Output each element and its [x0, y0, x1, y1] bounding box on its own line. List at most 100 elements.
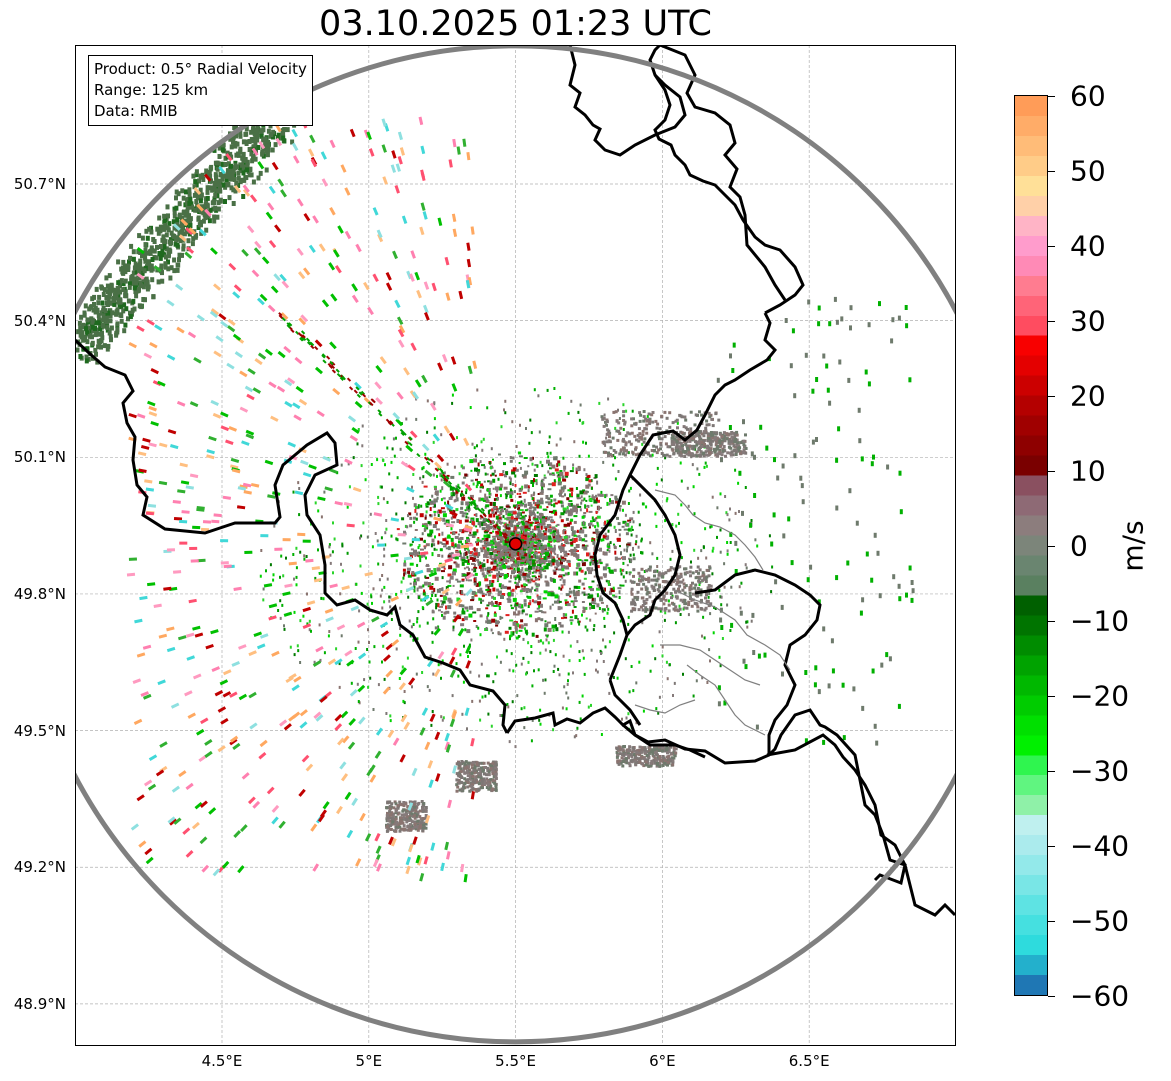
echo-pixel — [517, 501, 521, 505]
echo-pixel — [586, 508, 589, 513]
echo-pixel — [591, 597, 594, 601]
echo-pixel — [617, 587, 622, 590]
echo-pixel — [319, 658, 322, 662]
echo-pixel — [494, 768, 498, 772]
echo-pixel — [436, 510, 439, 514]
echo-pixel — [515, 468, 519, 472]
echo-pixel — [470, 638, 473, 642]
echo-pixel — [411, 685, 413, 689]
echo-pixel — [435, 548, 438, 551]
echo-pixel — [491, 510, 495, 514]
echo-pixel — [536, 504, 540, 509]
echo-pixel — [471, 563, 475, 565]
echo-pixel — [586, 567, 591, 572]
echo-pixel — [724, 454, 727, 458]
echo-pixel — [700, 441, 704, 445]
echo-pixel — [632, 553, 635, 557]
echo-pixel — [632, 580, 636, 584]
echo-pixel — [473, 620, 477, 622]
echo-pixel — [658, 695, 661, 699]
echo-pixel — [393, 820, 397, 824]
echo-pixel — [432, 473, 435, 477]
echo-pixel — [738, 510, 740, 513]
echo-pixel — [510, 498, 514, 502]
echo-pixel — [628, 690, 631, 694]
echo-pixel — [646, 590, 650, 594]
echo-pixel — [540, 480, 543, 483]
echo-pixel — [469, 557, 474, 560]
echo-pixel — [440, 478, 443, 482]
echo-pixel — [673, 437, 677, 441]
echo-pixel — [707, 411, 711, 415]
echo-pixel — [514, 565, 519, 568]
echo-pixel — [412, 638, 415, 642]
echo-pixel — [529, 552, 532, 555]
echo-pixel — [702, 451, 706, 455]
echo-pixel — [640, 755, 644, 759]
echo-pixel — [653, 588, 657, 592]
echo-pixel — [395, 592, 398, 596]
echo-pixel — [483, 559, 485, 562]
echo-pixel — [489, 525, 493, 528]
echo-pixel — [464, 574, 467, 579]
echo-pixel — [645, 578, 648, 581]
echo-pixel — [500, 508, 504, 513]
echo-pixel — [702, 434, 706, 438]
echo-pixel — [531, 497, 534, 500]
echo-pixel — [467, 655, 469, 658]
echo-pixel — [549, 650, 552, 654]
echo-pixel — [638, 432, 642, 436]
echo-pixel — [496, 521, 499, 525]
echo-pixel — [627, 638, 630, 642]
echo-pixel — [621, 525, 625, 528]
echo-pixel — [475, 478, 478, 481]
echo-pixel — [366, 602, 369, 606]
echo-pixel — [338, 685, 341, 689]
echo-pixel — [436, 496, 439, 500]
echo-pixel — [548, 516, 553, 519]
echo-pixel — [624, 521, 627, 524]
echo-pixel — [433, 510, 437, 513]
echo-pixel — [649, 763, 653, 767]
echo-pixel — [416, 813, 420, 817]
echo-pixel — [701, 676, 704, 680]
echo-pixel — [528, 521, 533, 524]
echo-pixel — [478, 597, 481, 601]
echo-pixel — [527, 547, 532, 552]
echo-pixel — [521, 552, 525, 556]
radar-map[interactable] — [75, 45, 956, 1046]
echo-pixel — [478, 552, 481, 556]
echo-pixel — [394, 815, 398, 819]
echo-pixel — [565, 509, 570, 513]
echo-pixel — [486, 534, 491, 539]
echo-pixel — [479, 486, 484, 489]
echo-pixel — [463, 762, 467, 766]
echo-pixel — [350, 681, 353, 685]
echo-pixel — [507, 510, 512, 515]
echo-pixel — [411, 826, 415, 830]
echo-pixel — [443, 596, 448, 601]
echo-pixel — [605, 493, 608, 497]
echo-pixel — [691, 434, 695, 438]
echo-pixel — [492, 478, 496, 483]
echo-pixel — [528, 532, 533, 537]
echo-pixel — [458, 472, 461, 476]
echo-pixel — [645, 505, 648, 509]
echo-pixel — [512, 621, 517, 626]
echo-pixel — [461, 769, 465, 773]
echo-pixel — [711, 549, 714, 553]
echo-pixel — [473, 764, 477, 768]
echo-pixel — [524, 629, 528, 634]
echo-pixel — [475, 763, 479, 766]
echo-pixel — [404, 501, 407, 505]
echo-pixel — [712, 546, 715, 550]
echo-pixel — [605, 418, 609, 422]
echo-pixel — [262, 598, 265, 602]
echo-pixel — [499, 511, 503, 516]
echo-pixel — [617, 505, 622, 508]
echo-pixel — [731, 453, 735, 457]
echo-pixel — [507, 559, 510, 563]
echo-pixel — [661, 654, 664, 658]
echo-pixel — [623, 528, 628, 531]
echo-pixel — [661, 755, 665, 758]
